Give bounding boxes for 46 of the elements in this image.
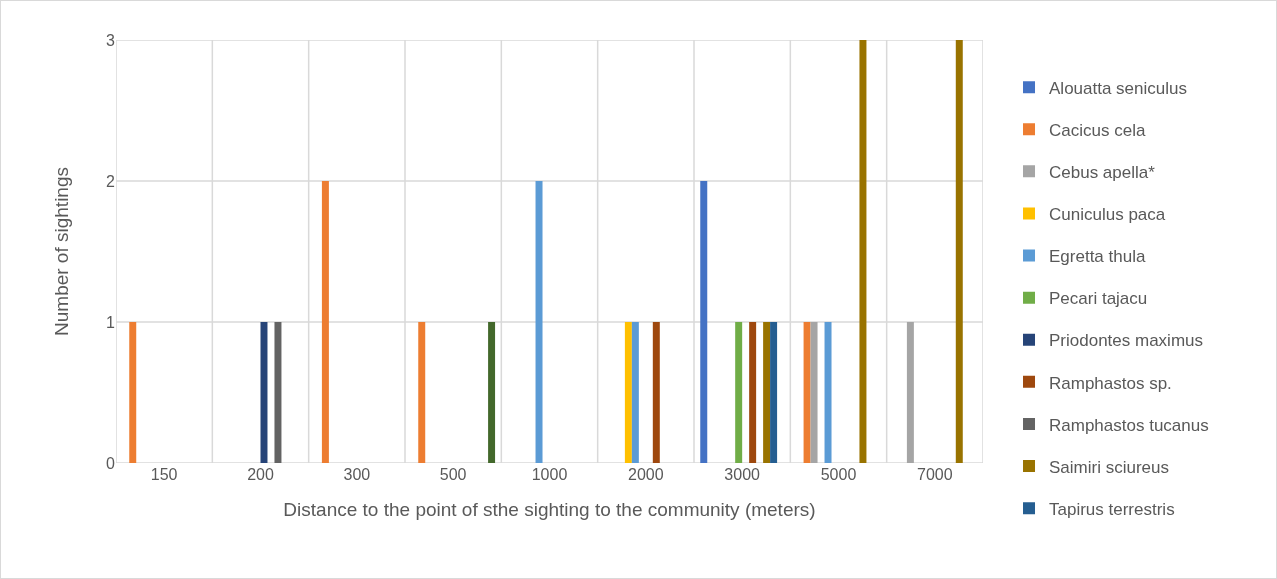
x-tick-label: 5000 [820,466,857,483]
y-tick-label: 0 [106,454,116,472]
legend-label: Cacicus cela [1049,120,1146,140]
x-tick-label: 7000 [917,466,953,483]
bar [700,181,708,463]
legend-label: Priodontes maximus [1049,331,1204,351]
y-tick-label: 3 [106,31,116,49]
bar [652,322,660,463]
bar [824,322,832,463]
legend-label: Egretta thula [1049,247,1146,267]
bar [631,322,639,463]
x-tick-label: 1000 [531,466,568,483]
x-axis-title: Distance to the point of sthe sighting to the community (meters) [283,498,816,520]
x-tick-label: 150 [150,466,178,483]
bar [624,322,632,463]
x-tick-label: 3000 [724,466,761,483]
legend-label: Cuniculus paca [1049,205,1166,225]
bar [859,40,867,463]
bar [274,322,282,463]
bar [749,322,757,463]
x-tick-label: 500 [439,466,467,483]
legend-label: Alouatta seniculus [1049,78,1187,98]
y-tick-label: 1 [106,313,116,331]
bar [770,322,778,463]
y-tick-label: 2 [106,172,116,190]
legend-label: Tapirus terrestris [1049,499,1175,519]
y-axis-title: Number of sightings [51,167,72,336]
x-tick-label: 300 [343,466,371,483]
bar [955,40,963,463]
legend-label: Pecari tajacu [1049,289,1148,309]
bar [803,322,811,463]
bar [810,322,818,463]
x-tick-label: 2000 [628,466,664,483]
bar [763,322,771,463]
bar [321,181,329,463]
legend-label: Ramphastos sp. [1049,373,1172,393]
legend-label: Ramphastos tucanus [1049,415,1209,435]
x-tick-label: 200 [247,466,274,483]
bar [906,322,914,463]
bar [418,322,426,463]
bar [535,181,543,463]
legend-label: Cebus apella* [1049,162,1156,182]
bar [488,322,496,463]
bar [735,322,743,463]
legend-label: Saimiri sciureus [1049,457,1169,477]
bar [129,322,137,463]
